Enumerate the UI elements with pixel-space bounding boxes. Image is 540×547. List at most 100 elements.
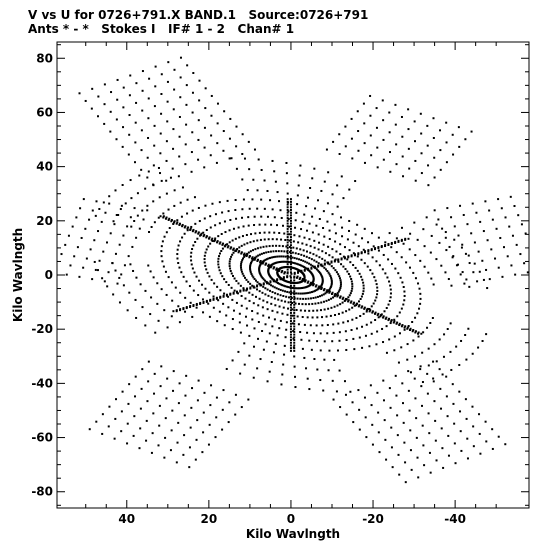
uv-point xyxy=(272,351,275,354)
uv-point xyxy=(323,308,326,311)
uv-point xyxy=(256,189,259,192)
uv-point xyxy=(224,245,227,248)
uv-point xyxy=(363,251,366,254)
uv-point xyxy=(248,207,251,210)
uv-point xyxy=(295,276,298,279)
uv-point xyxy=(163,309,166,312)
uv-point xyxy=(209,404,212,407)
uv-point xyxy=(205,299,208,302)
uv-point xyxy=(351,318,354,321)
uv-point xyxy=(254,248,257,251)
uv-point xyxy=(321,279,324,282)
uv-point xyxy=(147,136,150,139)
uv-point xyxy=(165,231,168,234)
uv-point xyxy=(452,153,455,156)
uv-point xyxy=(420,332,423,335)
uv-point xyxy=(357,130,360,133)
uv-point xyxy=(422,331,425,334)
uv-point xyxy=(115,118,118,121)
uv-point xyxy=(79,207,82,210)
uv-point xyxy=(189,426,192,429)
uv-point xyxy=(116,98,119,101)
uv-point xyxy=(172,147,175,150)
uv-point xyxy=(246,189,249,192)
uv-point xyxy=(293,279,296,282)
uv-point xyxy=(321,250,324,253)
uv-point xyxy=(328,349,331,352)
uv-point xyxy=(293,298,296,301)
uv-point xyxy=(322,210,325,213)
uv-point xyxy=(153,105,156,108)
uv-point xyxy=(301,347,304,350)
uv-point xyxy=(282,363,285,366)
uv-point xyxy=(325,299,328,302)
uv-point xyxy=(265,245,268,248)
uv-point xyxy=(339,279,342,282)
uv-point xyxy=(262,299,265,302)
uv-point xyxy=(361,346,364,349)
uv-point xyxy=(266,308,269,311)
y-tick-label: 20 xyxy=(36,214,53,228)
uv-point xyxy=(362,287,365,290)
uv-point xyxy=(445,161,448,164)
uv-point xyxy=(170,281,173,284)
uv-point xyxy=(221,275,224,278)
uv-point xyxy=(219,241,222,244)
uv-point xyxy=(331,193,334,196)
uv-point xyxy=(330,284,333,287)
uv-point xyxy=(390,242,393,245)
uv-point xyxy=(335,250,338,253)
uv-point xyxy=(299,287,302,290)
uv-point xyxy=(160,245,163,248)
uv-point xyxy=(262,348,265,351)
uv-point xyxy=(350,300,353,303)
uv-point xyxy=(382,119,385,122)
uv-point xyxy=(241,178,244,181)
uv-point xyxy=(216,240,219,243)
uv-point xyxy=(289,268,292,271)
uv-point xyxy=(134,141,137,144)
uv-point xyxy=(402,285,405,288)
uv-point xyxy=(400,226,403,229)
uv-point xyxy=(132,269,135,272)
uv-point xyxy=(206,271,209,274)
uv-point xyxy=(190,259,193,262)
uv-point xyxy=(246,324,249,327)
uv-point xyxy=(164,417,167,420)
uv-point xyxy=(146,209,149,212)
uv-point xyxy=(170,315,173,318)
uv-point xyxy=(263,238,266,241)
uv-point xyxy=(435,360,438,363)
uv-point xyxy=(202,411,205,414)
uv-point xyxy=(370,248,373,251)
uv-point xyxy=(315,324,318,327)
uv-point xyxy=(337,259,340,262)
uv-point xyxy=(105,241,108,244)
uv-point xyxy=(280,383,283,386)
uv-point xyxy=(285,321,288,324)
uv-point xyxy=(97,230,100,233)
uv-point xyxy=(261,330,264,333)
uv-point xyxy=(502,246,505,249)
uv-point xyxy=(181,186,184,189)
uv-point xyxy=(439,149,442,152)
uv-point xyxy=(262,314,265,317)
uv-point xyxy=(300,270,303,273)
uv-point xyxy=(141,209,144,212)
uv-point xyxy=(173,221,176,224)
uv-point xyxy=(223,110,226,113)
uv-point xyxy=(426,124,429,127)
uv-point xyxy=(229,293,232,296)
uv-point xyxy=(375,260,378,263)
uv-point xyxy=(358,272,361,275)
uv-point xyxy=(161,240,164,243)
uv-point xyxy=(387,244,390,247)
y-tick-label: -80 xyxy=(31,485,53,499)
uv-point xyxy=(232,248,235,251)
uv-point xyxy=(286,272,289,275)
uv-point xyxy=(247,216,250,219)
uv-point xyxy=(266,281,269,284)
uv-point xyxy=(367,249,370,252)
uv-point xyxy=(293,339,296,342)
